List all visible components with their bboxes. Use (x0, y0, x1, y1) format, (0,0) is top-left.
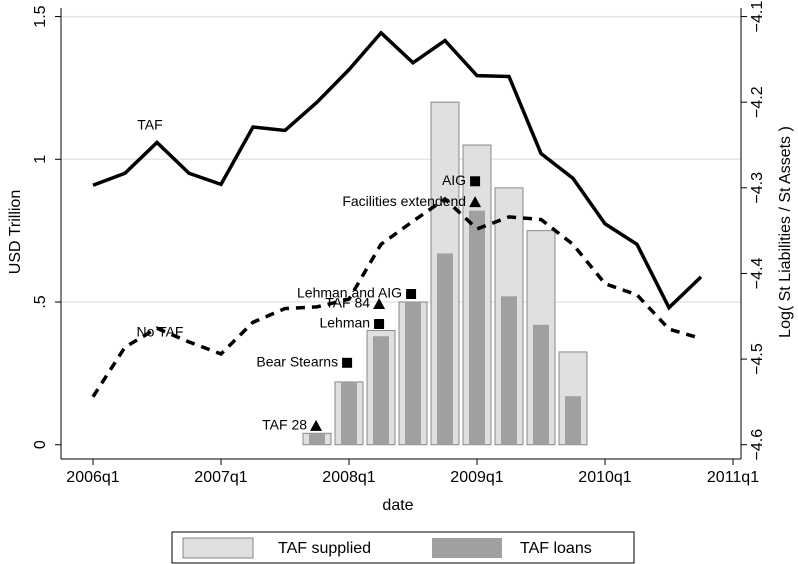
event-marker (374, 318, 385, 329)
event-label: TAF 84 (325, 295, 370, 311)
event-label: Lehman (319, 315, 370, 331)
x-tick-label: 2011q1 (707, 469, 759, 486)
y-tick-label: 1.5 (32, 5, 49, 27)
line-label: TAF (137, 117, 162, 133)
y2-tick-label: −4.3 (749, 172, 766, 204)
y-tick-label: 0 (32, 440, 49, 449)
line (92, 30, 703, 311)
legend-swatch (432, 538, 502, 558)
event-label: Bear Stearns (256, 354, 338, 370)
bar (501, 296, 517, 445)
line-label: No TAF (137, 324, 184, 340)
legend-label: TAF loans (520, 540, 592, 557)
event-marker (342, 357, 353, 368)
bar (341, 381, 357, 445)
bar (309, 433, 325, 445)
y2-tick-label: −4.4 (749, 258, 766, 290)
legend-swatch (182, 537, 254, 559)
x-tick-label: 2007q1 (194, 469, 247, 486)
event-label: AIG (442, 172, 466, 188)
x-axis-title: date (382, 497, 413, 514)
y2-tick-label: −4.5 (749, 343, 766, 375)
line (91, 196, 702, 398)
bar (373, 336, 389, 445)
bar (469, 210, 485, 445)
event-marker (470, 176, 481, 187)
event-marker (310, 419, 323, 431)
x-tick-label: 2008q1 (322, 469, 375, 486)
event-label: Facilities extendend (342, 193, 466, 209)
y-tick-label: .5 (32, 295, 49, 308)
y2-axis-title: Log( St Liabilities / St Assets ) (777, 126, 794, 338)
event-label: Lehman and AIG (297, 285, 402, 301)
y2-tick-label: −4.1 (749, 1, 766, 33)
event-marker (469, 196, 482, 208)
x-tick-label: 2010q1 (578, 469, 631, 486)
bar (405, 302, 421, 445)
bar (565, 396, 581, 445)
event-marker (406, 289, 417, 300)
y-tick-label: 1 (32, 155, 49, 164)
y2-tick-label: −4.2 (749, 86, 766, 118)
bar (437, 253, 453, 445)
event-marker (373, 298, 386, 310)
legend-label: TAF supplied (278, 540, 371, 557)
event-label: TAF 28 (262, 417, 307, 433)
y-axis-title: USD Trillion (7, 190, 24, 274)
bar (533, 324, 549, 445)
x-tick-label: 2006q1 (66, 469, 119, 486)
x-tick-label: 2009q1 (450, 469, 503, 486)
y2-tick-label: −4.6 (749, 429, 766, 461)
